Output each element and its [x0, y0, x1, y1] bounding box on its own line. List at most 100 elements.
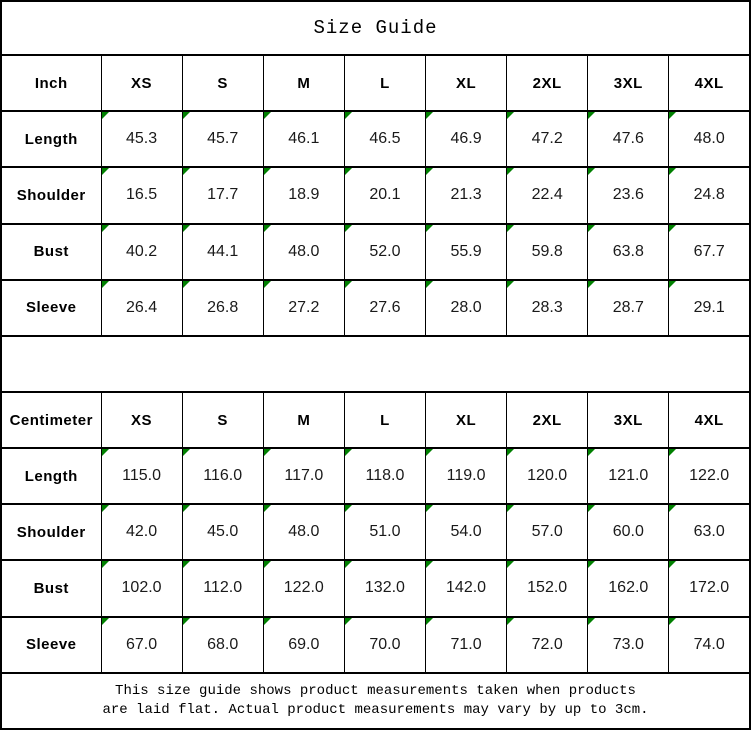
- measurement-value-cell: 40.2: [100, 222, 183, 281]
- measurement-value-cell: 132.0: [343, 559, 427, 618]
- measurement-value: 132.0: [364, 579, 405, 597]
- measurement-value-cell: 55.9: [424, 222, 508, 281]
- measurement-row: Length 45.3 45.7 46.1 46.5 46.9 47.2 47.6 48.0: [0, 110, 751, 169]
- stored-as-text-triangle-icon: [669, 450, 677, 457]
- measurement-value-cell: 71.0: [424, 615, 508, 674]
- footer-row: This size guide shows product measuremen…: [0, 671, 751, 730]
- stored-as-text-triangle-icon: [183, 113, 190, 120]
- measurement-value: 74.0: [693, 635, 725, 653]
- title-row: Size Guide: [0, 0, 751, 57]
- size-header-cell: 4XL: [668, 390, 751, 450]
- stored-as-text-triangle-icon: [507, 562, 515, 569]
- stored-as-text-triangle-icon: [264, 169, 271, 176]
- measurement-value: 67.7: [693, 242, 725, 260]
- size-header-cell: 3XL: [587, 390, 670, 450]
- measurement-value: 20.1: [369, 186, 401, 204]
- measurement-value-cell: 122.0: [262, 559, 345, 618]
- measurement-value-cell: 54.0: [424, 503, 508, 562]
- measurement-value: 121.0: [608, 467, 649, 485]
- measurement-value-cell: 57.0: [506, 503, 589, 562]
- measurement-value: 45.0: [207, 523, 239, 541]
- measurement-value-cell: 102.0: [100, 559, 183, 618]
- measurement-value-cell: 60.0: [587, 503, 670, 562]
- measurement-value: 117.0: [284, 467, 324, 485]
- measurement-value-cell: 59.8: [506, 222, 589, 281]
- measurement-value-cell: 26.8: [181, 278, 264, 337]
- measurement-value: 45.3: [125, 130, 158, 148]
- measurement-value-cell: 72.0: [506, 615, 589, 674]
- stored-as-text-triangle-icon: [426, 113, 433, 120]
- stored-as-text-triangle-icon: [264, 450, 271, 457]
- footer-note-line: are laid flat. Actual product measuremen…: [102, 701, 649, 718]
- stored-as-text-triangle-icon: [183, 562, 190, 569]
- measurement-label-cell: Length: [0, 447, 102, 506]
- measurement-value-cell: 172.0: [668, 559, 751, 618]
- measurement-value: 142.0: [446, 579, 487, 597]
- measurement-label-cell: Shoulder: [0, 166, 102, 225]
- stored-as-text-triangle-icon: [345, 618, 352, 625]
- measurement-value-cell: 112.0: [181, 559, 264, 618]
- stored-as-text-triangle-icon: [426, 506, 433, 513]
- measurement-value: 63.0: [693, 523, 725, 541]
- size-header-cell: 2XL: [506, 54, 589, 113]
- measurement-value: 23.6: [612, 186, 644, 204]
- measurement-value: 16.5: [125, 186, 158, 204]
- measurement-label-cell: Bust: [0, 559, 102, 618]
- measurement-value-cell: 28.3: [506, 278, 589, 337]
- stored-as-text-triangle-icon: [588, 225, 596, 232]
- stored-as-text-triangle-icon: [183, 450, 190, 457]
- stored-as-text-triangle-icon: [426, 618, 433, 625]
- measurement-value: 122.0: [283, 579, 324, 597]
- measurement-value: 70.0: [369, 635, 401, 653]
- stored-as-text-triangle-icon: [264, 562, 271, 569]
- measurement-value-cell: 47.2: [506, 110, 589, 169]
- measurement-value: 29.1: [693, 298, 725, 316]
- stored-as-text-triangle-icon: [507, 169, 515, 176]
- measurement-value-cell: 46.1: [262, 110, 345, 169]
- measurement-value-cell: 119.0: [424, 447, 508, 506]
- footer-note-line: This size guide shows product measuremen…: [115, 682, 636, 699]
- measurement-value-cell: 20.1: [343, 166, 427, 225]
- size-header-cell: S: [181, 54, 264, 113]
- stored-as-text-triangle-icon: [507, 450, 515, 457]
- stored-as-text-triangle-icon: [588, 618, 596, 625]
- measurement-row: Bust 40.2 44.1 48.0 52.0 55.9 59.8 63.8 67.7: [0, 222, 751, 281]
- measurement-row: Sleeve 67.0 68.0 69.0 70.0 71.0 72.0 73.0 74.0: [0, 615, 751, 674]
- stored-as-text-triangle-icon: [264, 113, 271, 120]
- measurement-value-cell: 27.2: [262, 278, 345, 337]
- stored-as-text-triangle-icon: [588, 506, 596, 513]
- stored-as-text-triangle-icon: [102, 562, 109, 569]
- size-header-cell: S: [181, 390, 264, 450]
- page-title: Size Guide: [0, 0, 751, 57]
- measurement-value-cell: 73.0: [587, 615, 670, 674]
- measurement-value: 47.2: [531, 130, 563, 148]
- stored-as-text-triangle-icon: [102, 281, 109, 288]
- measurement-value-cell: 48.0: [668, 110, 751, 169]
- stored-as-text-triangle-icon: [102, 113, 109, 120]
- size-header-cell: 3XL: [587, 54, 670, 113]
- measurement-value: 115.0: [122, 467, 161, 485]
- size-header-cell: XL: [424, 54, 508, 113]
- measurement-value: 22.4: [531, 186, 563, 204]
- stored-as-text-triangle-icon: [588, 562, 596, 569]
- measurement-value: 122.0: [689, 467, 730, 485]
- stored-as-text-triangle-icon: [345, 113, 352, 120]
- measurement-value: 72.0: [531, 635, 563, 653]
- stored-as-text-triangle-icon: [345, 506, 352, 513]
- measurement-value: 67.0: [125, 635, 158, 653]
- measurement-value: 47.6: [612, 130, 644, 148]
- measurement-value: 26.4: [125, 298, 158, 316]
- measurement-value: 18.9: [288, 186, 320, 204]
- measurement-value: 44.1: [207, 242, 239, 260]
- measurement-value: 40.2: [125, 242, 158, 260]
- measurement-row: Shoulder 16.5 17.7 18.9 20.1 21.3 22.4 23.6 24.8: [0, 166, 751, 225]
- stored-as-text-triangle-icon: [507, 225, 515, 232]
- measurement-value: 28.0: [450, 298, 482, 316]
- measurement-value-cell: 162.0: [587, 559, 670, 618]
- measurement-value-cell: 152.0: [506, 559, 589, 618]
- unit-label-cell: Centimeter: [0, 390, 102, 450]
- measurement-value-cell: 48.0: [262, 503, 345, 562]
- measurement-value: 28.3: [531, 298, 563, 316]
- stored-as-text-triangle-icon: [102, 450, 109, 457]
